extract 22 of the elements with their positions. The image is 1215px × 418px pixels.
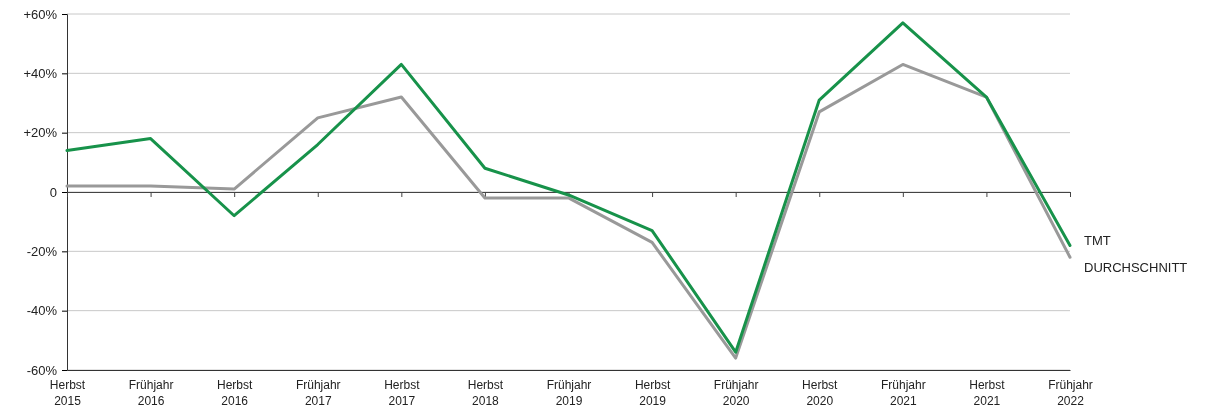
y-tick-label: -40% — [26, 303, 58, 319]
y-tick-label: 0 — [49, 184, 57, 200]
x-tick-label: Herbst 2021 — [969, 377, 1006, 408]
series-label: TMT — [1084, 232, 1111, 248]
y-tick-label: +20% — [23, 125, 58, 141]
series-label: DURCHSCHNITT — [1084, 259, 1188, 275]
x-tick-label: Frühjahr 2022 — [1048, 377, 1093, 408]
y-tick-label: +40% — [23, 65, 58, 81]
x-tick-label: Frühjahr 2019 — [546, 377, 592, 408]
x-tick-label: Frühjahr 2020 — [713, 377, 759, 408]
x-tick-label: Frühjahr 2021 — [880, 377, 926, 408]
y-tick-label: +60% — [23, 6, 58, 22]
y-tick-label: -20% — [26, 243, 58, 259]
x-tick-label: Frühjahr 2016 — [128, 377, 174, 408]
x-tick-label: Herbst 2018 — [467, 377, 504, 408]
x-tick-label: Herbst 2015 — [49, 377, 86, 408]
x-tick-label: Herbst 2020 — [802, 377, 839, 408]
y-tick-label: -60% — [26, 362, 58, 378]
x-tick-label: Herbst 2019 — [634, 377, 671, 408]
x-tick-label: Frühjahr 2017 — [295, 377, 341, 408]
x-tick-label: Herbst 2017 — [384, 377, 421, 408]
x-tick-label: Herbst 2016 — [216, 377, 253, 408]
